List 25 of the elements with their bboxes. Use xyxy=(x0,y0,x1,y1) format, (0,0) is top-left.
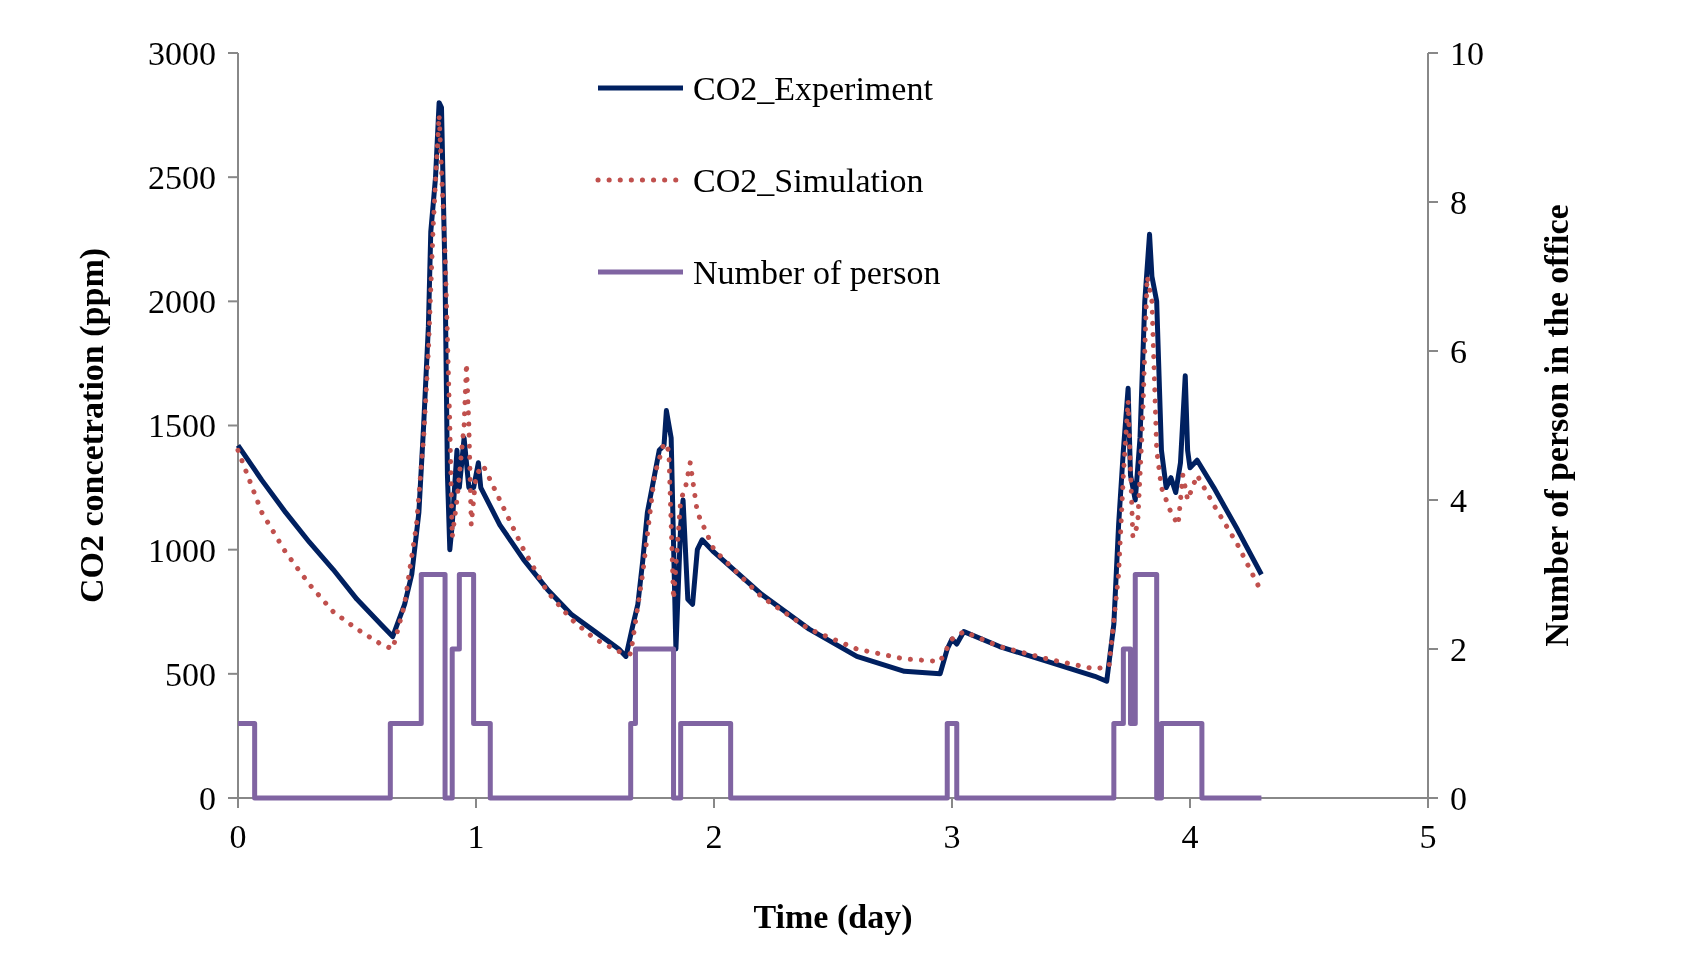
x-tick-label: 1 xyxy=(467,818,485,855)
y2-tick-label: 6 xyxy=(1450,332,1467,370)
y-axis-title: CO2 concetration (ppm) xyxy=(73,247,111,604)
y2-tick-label: 2 xyxy=(1450,630,1467,668)
y-tick-label: 500 xyxy=(165,655,216,693)
y-tick-label: 1000 xyxy=(148,531,216,569)
y-tick-label: 3000 xyxy=(148,34,216,72)
y2-tick-label: 0 xyxy=(1450,779,1467,817)
y2-tick-label: 4 xyxy=(1450,481,1467,519)
legend-label: CO2_Experiment xyxy=(693,69,934,107)
x-tick-label: 4 xyxy=(1181,818,1199,855)
legend-label: Number of person xyxy=(693,253,941,291)
x-tick-label: 2 xyxy=(705,818,723,855)
x-axis-title: Time (day) xyxy=(753,898,913,936)
y-tick-label: 0 xyxy=(199,779,216,817)
x-tick-label: 3 xyxy=(943,818,961,855)
y-tick-label: 2000 xyxy=(148,283,216,321)
x-tick-label: 0 xyxy=(229,818,247,855)
y-tick-label: 1500 xyxy=(148,407,216,445)
y2-axis-title: Number of person in the office xyxy=(1538,204,1575,647)
y2-tick-label: 8 xyxy=(1450,183,1467,221)
y2-tick-label: 10 xyxy=(1450,34,1484,72)
y-tick-label: 2500 xyxy=(148,159,216,197)
legend-label: CO2_Simulation xyxy=(693,161,924,199)
x-tick-label: 5 xyxy=(1419,818,1437,855)
